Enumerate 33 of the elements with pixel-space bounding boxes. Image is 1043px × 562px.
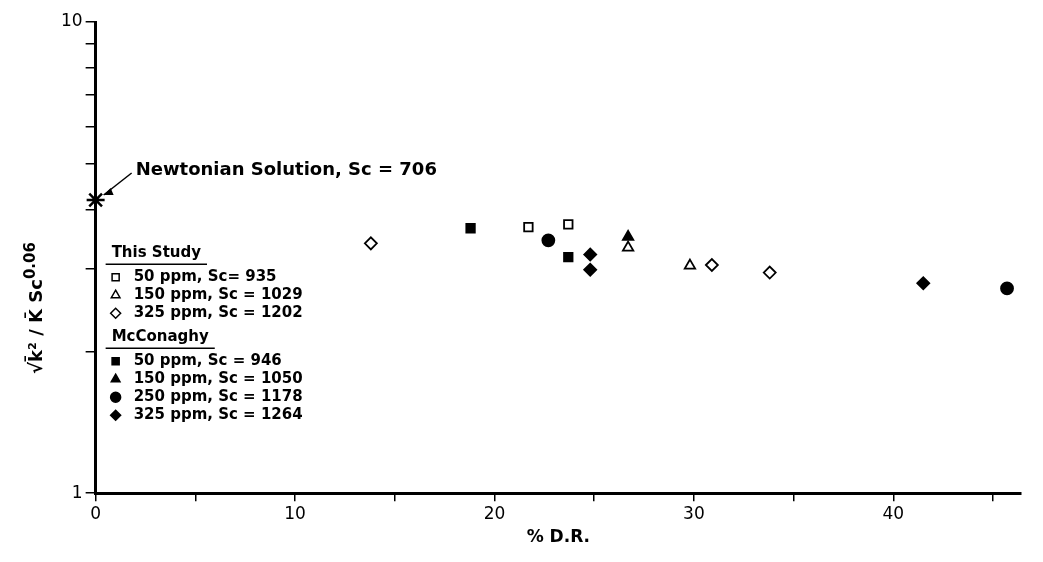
legend-label: 50 ppm, Sc= 935 <box>133 267 277 286</box>
legend-label: 325 ppm, Sc = 1264 <box>133 405 303 424</box>
point <box>622 229 635 241</box>
point <box>583 247 598 262</box>
point <box>762 265 777 280</box>
point <box>363 236 378 251</box>
point <box>683 258 697 270</box>
point <box>85 189 106 211</box>
annotation: This Study <box>111 243 202 262</box>
point <box>704 258 719 272</box>
point <box>465 223 476 234</box>
point <box>583 262 598 277</box>
legend-label: 150 ppm, Sc = 1029 <box>133 285 303 304</box>
legend-label: 50 ppm, Sc = 946 <box>133 351 282 370</box>
point <box>622 240 635 252</box>
legend-label: 250 ppm, Sc = 1178 <box>133 387 303 406</box>
x-tick-label: 0 <box>90 502 102 523</box>
point <box>916 276 931 291</box>
point <box>523 221 534 233</box>
point <box>1000 281 1014 296</box>
annotation: McConaghy <box>111 327 209 346</box>
point <box>563 251 574 263</box>
legend-label: 325 ppm, Sc = 1202 <box>133 303 303 322</box>
point <box>563 219 574 230</box>
x-tick-label: 10 <box>284 502 306 523</box>
legend-label: 150 ppm, Sc = 1050 <box>133 369 303 388</box>
annotation: Newtonian Solution, Sc = 706 <box>135 157 437 179</box>
y-tick-label: 1 <box>71 481 83 502</box>
x-tick-label: 20 <box>483 502 506 523</box>
point <box>541 233 556 248</box>
x-tick-label: 30 <box>683 502 705 523</box>
x-axis-title: % D.R. <box>526 526 591 547</box>
x-tick-label: 40 <box>882 502 905 523</box>
